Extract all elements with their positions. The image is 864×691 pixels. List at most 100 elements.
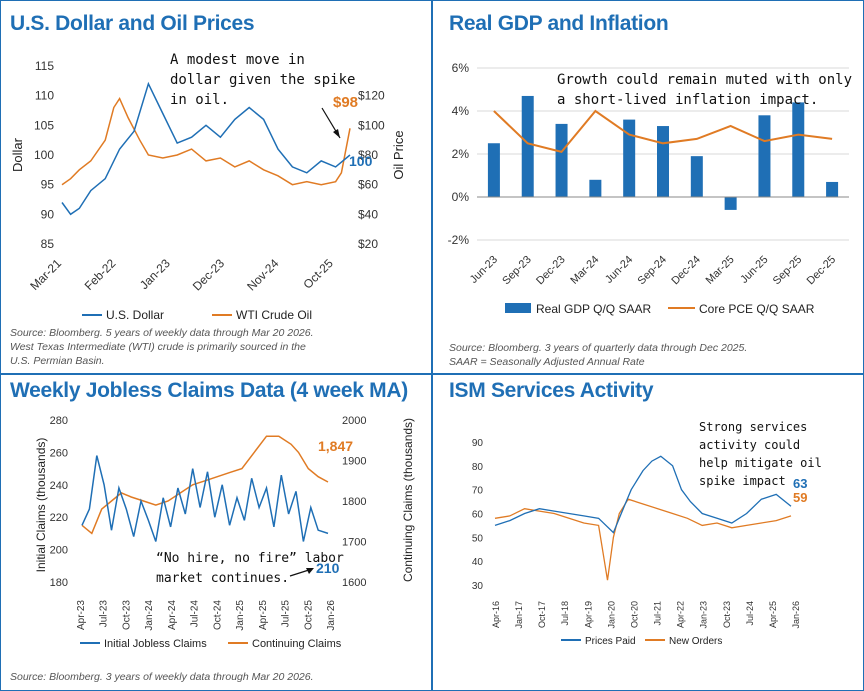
usd-oil-chart: 85 90 95 100 105 110 115 $20 $40 $60 $80 $100 $120 Do…: [10, 52, 406, 322]
gdp-bar: [521, 95, 534, 197]
y-tick-label: 220: [50, 512, 68, 524]
x-tick-label: Oct-25: [303, 600, 314, 630]
legend-label: U.S. Dollar: [106, 308, 164, 322]
y-tick-label: 30: [472, 581, 484, 592]
gdp-bar: [758, 115, 771, 197]
y2-tick-label: 1900: [342, 456, 366, 468]
x-tick-label: Jul-23: [99, 600, 110, 628]
legend-swatch-gdp: [505, 303, 531, 313]
x-tick-label: Mar-25: [704, 254, 737, 287]
x-tick-label: Apr-25: [768, 601, 778, 628]
prices-end-label: 63: [793, 476, 807, 491]
y2-tick-label: $20: [358, 237, 378, 251]
y-axis-label: Initial Claims (thousands): [34, 438, 48, 573]
x-tick-label: Jul-18: [560, 601, 570, 626]
prices-paid-line: [494, 455, 792, 534]
y-tick-label: 70: [472, 486, 484, 497]
x-tick-label: Jun-25: [738, 254, 770, 286]
source-line: West Texas Intermediate (WTI) crude is p…: [10, 341, 306, 353]
x-tick-label: Dec-24: [669, 254, 703, 288]
source-line: Source: Bloomberg. 5 years of weekly dat…: [10, 327, 314, 339]
pce-series-line: [493, 109, 833, 154]
y-tick-label: 240: [50, 480, 68, 492]
x-tick-label: Oct-20: [629, 601, 639, 628]
x-tick-label: Sep-25: [771, 254, 805, 288]
annotation-text: dollar given the spike: [170, 72, 355, 88]
x-tick-label: Apr-23: [76, 600, 87, 630]
y-tick-label: 260: [50, 447, 68, 459]
x-tick-label: Jun-24: [603, 254, 635, 286]
source-line: SAAR = Seasonally Adjusted Annual Rate: [449, 356, 645, 368]
x-tick-label: Oct-23: [722, 601, 732, 628]
y-tick-label: 50: [472, 533, 484, 544]
x-tick-label: Jan-26: [791, 601, 801, 629]
y-tick-label: 100: [34, 148, 54, 162]
dollar-end-label: 100: [349, 153, 373, 169]
annotation-text: spike impact: [699, 474, 786, 488]
x-tick-label: Oct-23: [121, 600, 132, 630]
x-tick-label: Jan-20: [606, 601, 616, 629]
x-tick-label: Feb-22: [82, 256, 119, 293]
legend-label: Real GDP Q/Q SAAR: [536, 302, 651, 316]
gdp-bar: [792, 102, 805, 197]
y-tick-label: 0%: [452, 190, 470, 204]
y-tick-label: 2%: [452, 147, 470, 161]
y-tick-label: 280: [50, 415, 68, 427]
x-tick-label: Jan-17: [514, 601, 524, 629]
annotation-arrowhead: [306, 568, 314, 574]
y-tick-label: -2%: [448, 233, 470, 247]
y2-tick-label: 2000: [342, 415, 366, 427]
y-tick-label: 85: [41, 237, 55, 251]
y-tick-label: 80: [472, 462, 484, 473]
y2-tick-label: $120: [358, 89, 385, 103]
gdp-bar: [623, 119, 636, 197]
annotation-text: activity could: [699, 438, 800, 452]
legend-label: Core PCE Q/Q SAAR: [699, 302, 815, 316]
jobless-title: Weekly Jobless Claims Data (4 week MA): [10, 379, 408, 402]
source-line: Source: Bloomberg. 3 years of weekly dat…: [10, 671, 314, 683]
new-orders-line: [494, 498, 792, 581]
gdp-bar: [826, 181, 839, 197]
orders-end-label: 59: [793, 490, 807, 505]
annotation-text: “No hire, no fire” labor: [156, 551, 344, 566]
gdp-bar: [589, 179, 602, 197]
initial-end-label: 210: [316, 560, 340, 576]
x-tick-label: Jul-25: [281, 600, 292, 628]
legend-label: New Orders: [669, 636, 722, 647]
y-tick-label: 115: [35, 59, 54, 73]
usd-oil-source: Source: Bloomberg. 5 years of weekly dat…: [10, 326, 425, 368]
x-tick-label: Jun-23: [468, 254, 500, 286]
gdp-source: Source: Bloomberg. 3 years of quarterly …: [449, 341, 859, 369]
y-axis-label: Dollar: [10, 137, 25, 172]
x-tick-label: Apr-25: [258, 600, 269, 630]
x-tick-label: Jul-21: [653, 601, 663, 626]
y-tick-label: 6%: [452, 61, 470, 75]
x-tick-label: Jan-23: [137, 256, 173, 292]
legend-label: Initial Jobless Claims: [104, 638, 207, 650]
annotation-text: in oil.: [170, 92, 229, 108]
x-tick-label: Dec-25: [805, 254, 839, 288]
source-line: Source: Bloomberg. 3 years of quarterly …: [449, 342, 748, 354]
x-tick-label: Oct-17: [537, 601, 547, 628]
panel-divider-vertical: [431, 0, 433, 691]
x-tick-label: Jan-25: [235, 600, 246, 631]
y-tick-label: 90: [41, 207, 55, 221]
continuing-end-label: 1,847: [318, 438, 353, 454]
gdp-bar: [487, 143, 500, 197]
annotation-text: a short-lived inflation impact.: [557, 92, 818, 108]
x-tick-label: Apr-19: [583, 601, 593, 628]
y-tick-label: 105: [34, 118, 54, 132]
legend-label: WTI Crude Oil: [236, 308, 312, 322]
y2-axis-label: Continuing Claims (thousands): [401, 418, 415, 582]
y2-axis-label: Oil Price: [391, 130, 406, 179]
x-tick-label: Mar-24: [568, 254, 601, 287]
x-tick-label: Jan-23: [699, 601, 709, 629]
x-tick-label: Oct-24: [212, 600, 223, 630]
jobless-source: Source: Bloomberg. 3 years of weekly dat…: [10, 670, 425, 684]
y2-tick-label: 1700: [342, 537, 366, 549]
y-tick-label: 4%: [452, 104, 470, 118]
y-tick-label: 90: [472, 438, 484, 449]
jobless-chart: 180 200 220 240 260 280 1600 1700 1800 1900 2000 In…: [34, 415, 415, 650]
annotation-text: help mitigate oil: [699, 456, 822, 470]
x-tick-label: Apr-16: [491, 601, 501, 628]
